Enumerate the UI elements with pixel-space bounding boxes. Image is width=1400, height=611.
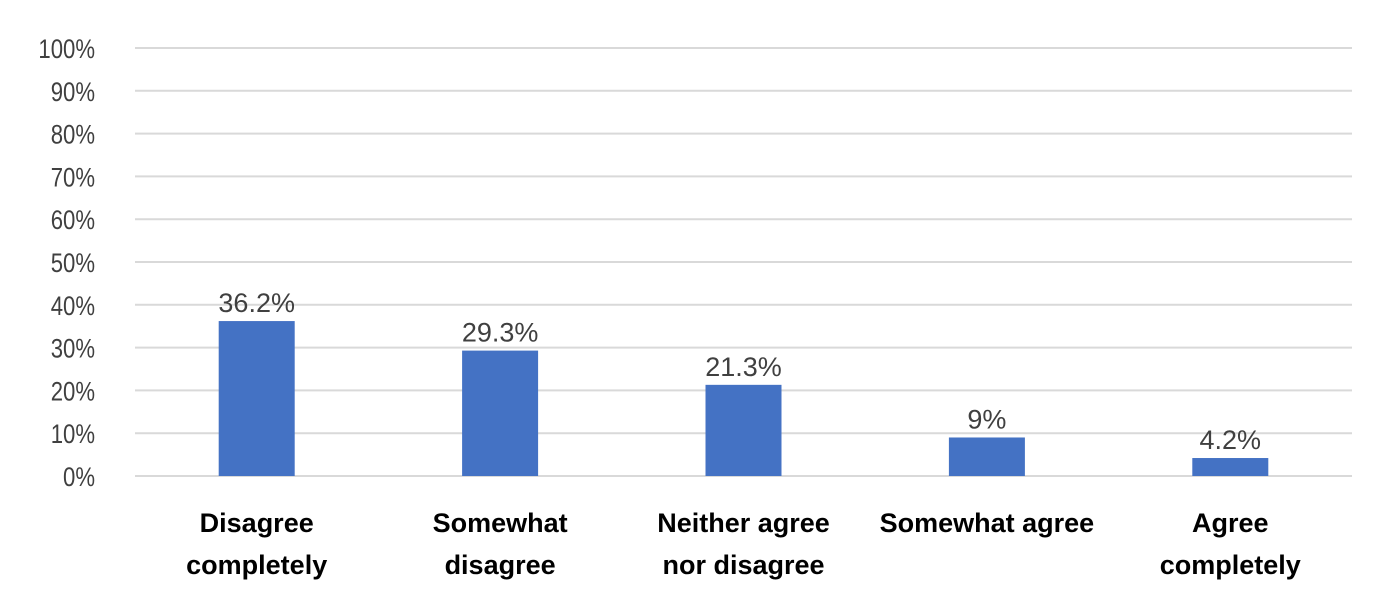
data-label: 21.3% (705, 352, 782, 382)
data-labels: 36.2% 29.3% 21.3% 9% 4.2% (218, 288, 1261, 455)
bar (462, 350, 539, 476)
data-label: 4.2% (1200, 425, 1262, 455)
category-label: Somewhat agree (880, 508, 1095, 538)
bar (1192, 458, 1269, 476)
y-tick-label: 80% (51, 121, 95, 151)
category-label: completely (186, 550, 327, 580)
category-labels: Disagree completely Somewhat disagree Neithe… (186, 508, 1301, 580)
category-label: completely (1160, 550, 1301, 580)
y-tick-label: 50% (51, 249, 95, 279)
bar (705, 384, 782, 476)
y-tick-label: 90% (51, 78, 95, 108)
y-tick-label: 70% (51, 163, 95, 193)
y-tick-label: 30% (51, 335, 95, 365)
y-tick-label: 40% (51, 292, 95, 322)
y-tick-label: 10% (51, 420, 95, 450)
category-label: nor disagree (662, 550, 824, 580)
data-label: 9% (967, 404, 1006, 434)
category-label: Disagree (200, 508, 314, 538)
y-tick-label: 100% (38, 35, 95, 65)
y-tick-label: 60% (51, 206, 95, 236)
y-axis-tick-labels: 0% 10% 20% 30% 40% 50% 60% 70% 80% 90% 100% (38, 35, 95, 493)
data-label: 36.2% (218, 288, 295, 318)
category-label: Agree (1192, 508, 1269, 538)
y-tick-label: 20% (51, 377, 95, 407)
y-tick-label: 0% (63, 463, 95, 493)
category-label: Somewhat (433, 508, 568, 538)
bars (218, 321, 1269, 476)
category-label: disagree (445, 550, 556, 580)
gridlines (135, 47, 1352, 477)
data-label: 29.3% (462, 318, 539, 348)
bar (948, 437, 1025, 476)
category-label: Neither agree (657, 508, 830, 538)
bar (218, 321, 295, 476)
